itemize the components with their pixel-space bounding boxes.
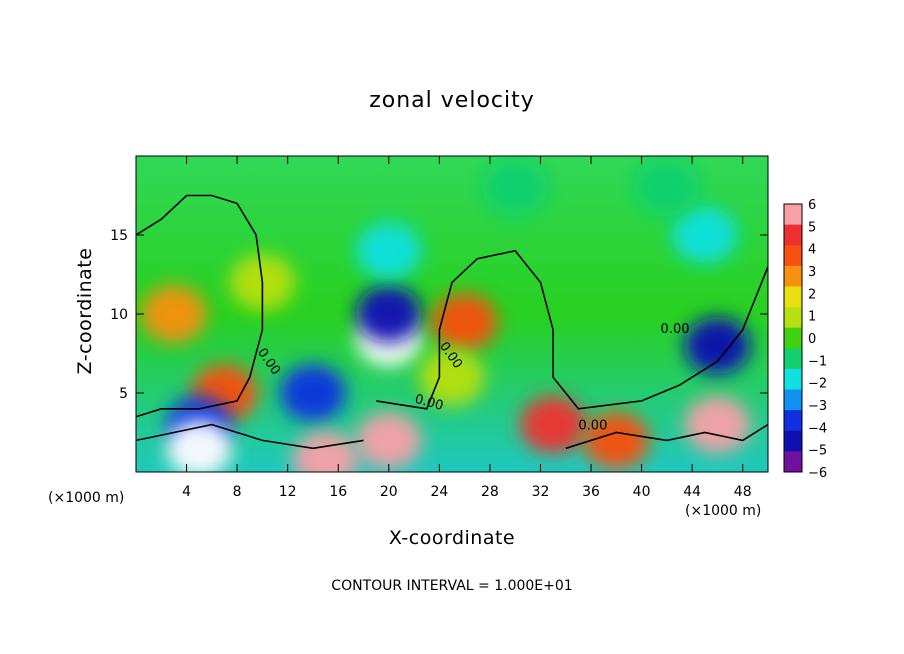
heatmap-region [419, 348, 485, 406]
colorbar-tick-label: −2 [808, 377, 827, 392]
colorbar-swatch [784, 224, 802, 246]
colorbar-swatch [784, 410, 802, 432]
x-tick-label: 28 [481, 484, 499, 500]
colorbar-swatch [784, 451, 802, 473]
colorbar-swatch [784, 245, 802, 267]
heatmap-region [684, 317, 751, 375]
chart-title: zonal velocity [369, 88, 535, 113]
heatmap-field [136, 156, 768, 472]
heatmap-region [355, 285, 422, 343]
colorbar-tick-label: 5 [808, 220, 816, 235]
heatmap-region [292, 430, 359, 472]
x-tick-label: 4 [182, 484, 191, 500]
x-tick-label: 8 [233, 484, 242, 500]
colorbar-swatch [784, 348, 802, 370]
heatmap-region [280, 364, 346, 422]
x-tick-label: 32 [532, 484, 550, 500]
x-tick-label: 20 [380, 484, 398, 500]
contour-lines [136, 194, 768, 450]
heatmap-region [634, 159, 700, 217]
heatmap-region [520, 396, 586, 454]
heatmap-region [482, 159, 549, 217]
y-tick-label: 5 [119, 386, 128, 402]
heatmap-region [583, 411, 650, 469]
y-tick-label: 15 [110, 228, 128, 244]
colorbar-tick-label: 6 [808, 198, 816, 213]
colorbar-swatch [784, 327, 802, 349]
x-tick-label: 16 [329, 484, 347, 500]
contour-interval-note: CONTOUR INTERVAL = 1.000E+01 [331, 578, 573, 594]
heatmap-region [684, 396, 751, 454]
y-axis-label: Z-coordinate [74, 247, 96, 375]
colorbar-swatch [784, 368, 802, 391]
contour-line [565, 423, 768, 450]
heatmap-region [671, 206, 738, 264]
colorbar-swatch [784, 307, 802, 329]
colorbar-swatch [784, 286, 802, 308]
heatmap-region [141, 285, 207, 343]
heatmap-region [166, 419, 233, 472]
colorbar-swatch [784, 265, 802, 287]
contour-line [136, 423, 364, 450]
colorbar-frame [783, 203, 803, 473]
y-tick-label: 10 [110, 307, 128, 323]
contour-line [136, 194, 264, 418]
contour-line [376, 249, 768, 410]
x-unit-label-right: (×1000 m) [685, 503, 762, 519]
colorbar-tick-label: 3 [808, 265, 816, 280]
colorbar-swatch [784, 204, 802, 226]
colorbar-swatch [784, 389, 802, 411]
contour-label: 0.00 [578, 418, 607, 433]
x-axis-label: X-coordinate [388, 527, 516, 549]
x-tick-label: 36 [582, 484, 600, 500]
heatmap-region [355, 411, 422, 469]
colorbar-tick-label: −3 [808, 399, 827, 414]
contour-label: 0.00 [413, 392, 445, 414]
x-tick-label: 12 [279, 484, 297, 500]
heatmap-region [355, 222, 422, 280]
colorbar-tick-label: −4 [808, 421, 827, 436]
x-unit-label-left: (×1000 m) [48, 490, 125, 506]
colorbar-tick-label: 2 [808, 287, 816, 302]
colorbar-swatch [784, 430, 802, 452]
colorbar-tick-label: −1 [808, 354, 827, 369]
x-tick-label: 40 [633, 484, 651, 500]
colorbar-tick-label: −6 [808, 466, 827, 481]
colorbar-tick-label: 0 [808, 332, 816, 347]
x-tick-label: 48 [734, 484, 752, 500]
colorbar-tick-label: −5 [808, 444, 827, 459]
contour-label: 0.00 [661, 322, 690, 337]
colorbar-tick-label: 4 [808, 243, 816, 258]
x-tick-label: 24 [430, 484, 448, 500]
x-tick-label: 44 [683, 484, 701, 500]
colorbar-tick-label: 1 [808, 310, 816, 325]
heatmap-region [431, 293, 498, 351]
